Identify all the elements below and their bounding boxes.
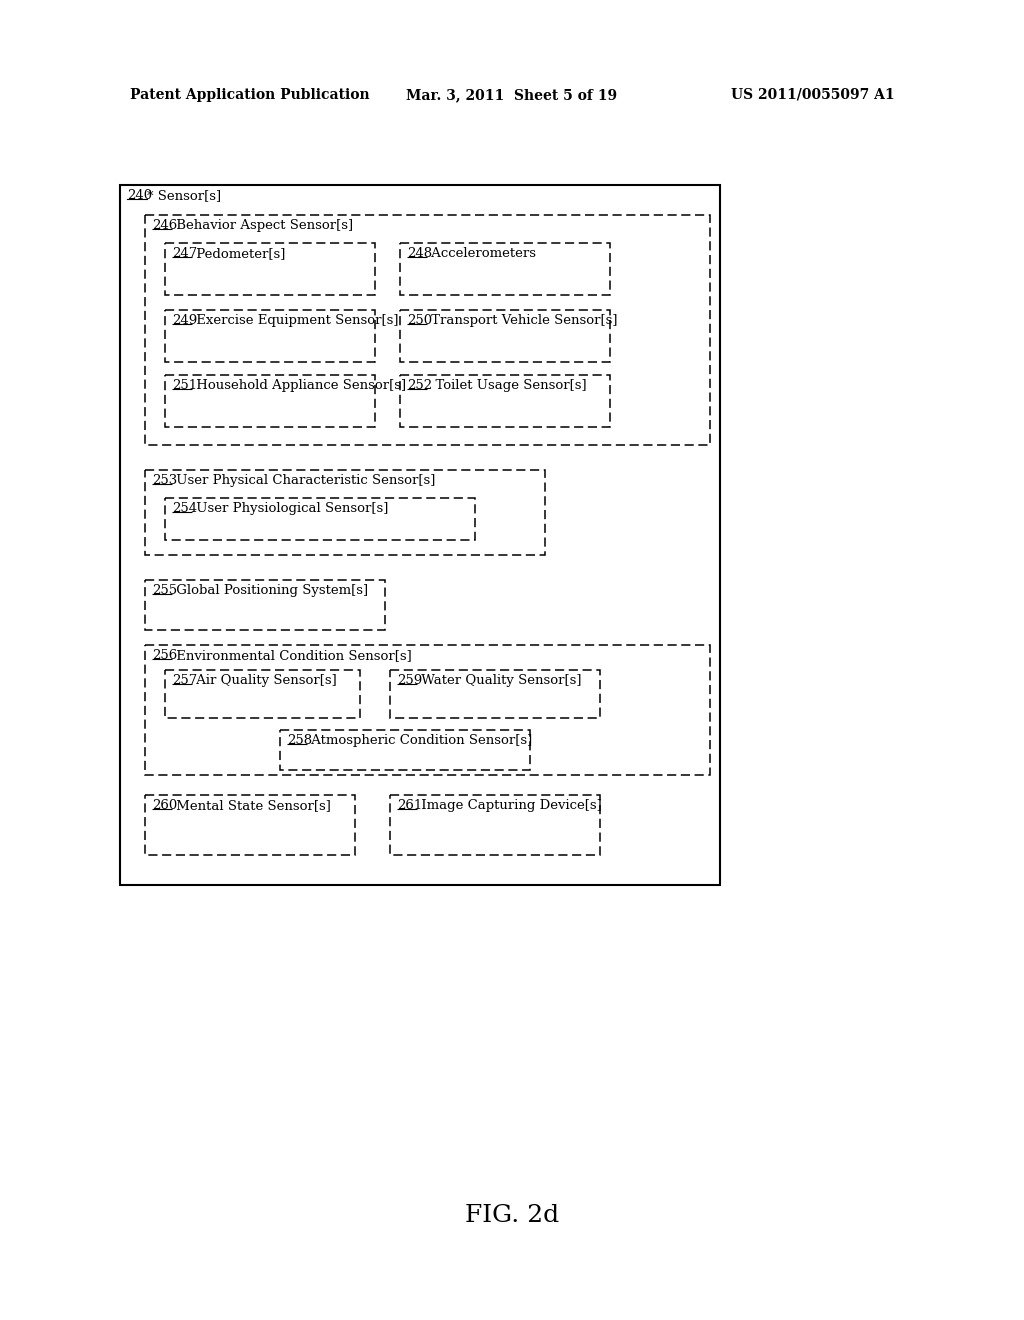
Text: 255: 255 (152, 583, 177, 597)
Text: Exercise Equipment Sensor[s]: Exercise Equipment Sensor[s] (193, 314, 399, 327)
Text: Water Quality Sensor[s]: Water Quality Sensor[s] (418, 675, 582, 686)
Text: User Physiological Sensor[s]: User Physiological Sensor[s] (193, 502, 389, 515)
Text: Image Capturing Device[s]: Image Capturing Device[s] (418, 799, 602, 812)
Text: * Sensor[s]: * Sensor[s] (147, 189, 221, 202)
Text: Transport Vehicle Sensor[s]: Transport Vehicle Sensor[s] (427, 314, 617, 327)
Bar (390, 671, 600, 718)
Text: Mental State Sensor[s]: Mental State Sensor[s] (172, 799, 332, 812)
Text: 246: 246 (152, 219, 177, 232)
Text: Toilet Usage Sensor[s]: Toilet Usage Sensor[s] (427, 379, 587, 392)
Bar (165, 498, 475, 540)
Text: Environmental Condition Sensor[s]: Environmental Condition Sensor[s] (172, 649, 412, 663)
Text: Behavior Aspect Sensor[s]: Behavior Aspect Sensor[s] (172, 219, 353, 232)
Bar (145, 470, 545, 554)
Text: US 2011/0055097 A1: US 2011/0055097 A1 (731, 88, 895, 102)
Text: User Physical Characteristic Sensor[s]: User Physical Characteristic Sensor[s] (172, 474, 436, 487)
Text: 251: 251 (172, 379, 198, 392)
Bar (120, 185, 720, 884)
Bar (165, 310, 375, 362)
Text: 253: 253 (152, 474, 177, 487)
Bar (400, 243, 610, 294)
Text: FIG. 2d: FIG. 2d (465, 1204, 559, 1226)
Text: Mar. 3, 2011  Sheet 5 of 19: Mar. 3, 2011 Sheet 5 of 19 (407, 88, 617, 102)
Bar (145, 645, 710, 775)
Text: 259: 259 (397, 675, 422, 686)
Text: 260: 260 (152, 799, 177, 812)
Text: 250: 250 (407, 314, 432, 327)
Text: 258: 258 (287, 734, 312, 747)
Text: Household Appliance Sensor[s]: Household Appliance Sensor[s] (193, 379, 407, 392)
Bar (145, 215, 710, 445)
Text: 247: 247 (172, 247, 198, 260)
Bar (165, 671, 360, 718)
Text: 261: 261 (397, 799, 422, 812)
Bar (145, 795, 355, 855)
Bar (390, 795, 600, 855)
Bar (280, 730, 530, 770)
Text: 254: 254 (172, 502, 198, 515)
Text: 249: 249 (172, 314, 198, 327)
Text: 252: 252 (407, 379, 432, 392)
Text: 257: 257 (172, 675, 198, 686)
Bar (165, 375, 375, 426)
Text: Patent Application Publication: Patent Application Publication (130, 88, 370, 102)
Bar (165, 243, 375, 294)
Text: 256: 256 (152, 649, 177, 663)
Text: Air Quality Sensor[s]: Air Quality Sensor[s] (193, 675, 337, 686)
Text: Atmospheric Condition Sensor[s]: Atmospheric Condition Sensor[s] (307, 734, 532, 747)
Text: 240: 240 (127, 189, 153, 202)
Text: Accelerometers: Accelerometers (427, 247, 537, 260)
Bar (400, 375, 610, 426)
Text: Global Positioning System[s]: Global Positioning System[s] (172, 583, 369, 597)
Bar (400, 310, 610, 362)
Bar (145, 579, 385, 630)
Text: 248: 248 (407, 247, 432, 260)
Text: Pedometer[s]: Pedometer[s] (193, 247, 286, 260)
